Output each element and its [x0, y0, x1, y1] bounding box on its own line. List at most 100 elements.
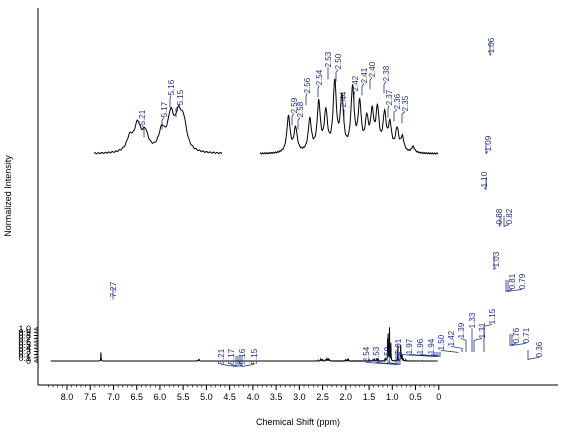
inset-peak-label: 2.41	[360, 67, 369, 83]
inset-peak-label: 5.17	[160, 101, 169, 117]
peak-label-stem	[505, 280, 513, 292]
y-tick-label: 0.6	[18, 337, 31, 347]
peak-label: 1.97	[405, 338, 414, 354]
peak-label: 0.76	[512, 327, 521, 343]
peak-label-stem	[483, 324, 493, 352]
inset-peak-label: 2.35	[401, 95, 410, 111]
x-tick-label: 0.5	[409, 392, 422, 402]
inset-peak-label: 5.21	[138, 109, 147, 125]
inset-label-stem	[353, 91, 356, 104]
peak-label-stem	[503, 216, 510, 227]
peak-label: 1.06	[487, 37, 496, 53]
peak-label-stem	[527, 350, 540, 360]
x-axis-title: Chemical Shift (ppm)	[256, 417, 340, 427]
inset-peak-label: 2.37	[385, 89, 394, 105]
peak-label: 1.42	[447, 330, 456, 346]
peak-label: 1.31	[478, 322, 487, 338]
peak-label: 1.10	[480, 171, 489, 187]
x-tick-label: 3.0	[293, 392, 306, 402]
y-tick-label: 0.9	[18, 327, 31, 337]
x-tick-label: 5.5	[177, 392, 190, 402]
peak-label: 0.36	[535, 341, 544, 357]
x-tick-label: 7.0	[107, 392, 120, 402]
inset-label-stem	[169, 95, 172, 108]
inset-label-stem	[387, 105, 390, 118]
peak-label-stem	[419, 352, 439, 357]
inset-peak-label: 2.38	[382, 65, 391, 81]
peak-label: 1.96	[416, 338, 425, 354]
inset-expansion	[93, 78, 439, 155]
x-tick-label: 4.0	[247, 392, 260, 402]
peak-label-stem	[483, 179, 487, 191]
peak-label: 7.27	[109, 281, 118, 297]
peak-label: 2.50	[383, 346, 392, 362]
peak-label: 1.09	[484, 135, 493, 151]
peak-label-stem	[485, 143, 489, 155]
peak-label: 2.53	[372, 346, 381, 362]
peak-label-stem	[430, 352, 441, 357]
spectrum-line	[50, 327, 438, 363]
peak-label: 1.03	[492, 251, 501, 267]
y-tick-label: 0.8	[18, 330, 31, 340]
peak-label-stem	[386, 352, 401, 365]
peak-label: 5.17	[227, 348, 236, 364]
inset-label-stem	[361, 83, 365, 96]
peak-label-stem	[450, 346, 463, 352]
inset-label-stem	[175, 105, 181, 118]
peak-label-stem	[493, 256, 497, 271]
x-tick-label: 6.5	[130, 392, 143, 402]
y-tick-label: 0.2	[18, 350, 31, 360]
inset-peak-label: 2.42	[351, 75, 360, 91]
x-tick-label: 6.0	[154, 392, 167, 402]
inset-peak-label: 2.58	[296, 101, 305, 117]
x-tick-label: 1.0	[386, 392, 399, 402]
peak-label: 1.15	[488, 308, 497, 324]
peak-label: 1.50	[437, 334, 446, 350]
peak-label: 5.21	[217, 348, 226, 364]
inset-trace-olefinic	[93, 105, 223, 155]
y-tick-label: 0.1	[18, 353, 31, 363]
inset-peak-label: 2.53	[324, 51, 333, 67]
peak-label-stem	[509, 334, 517, 346]
inset-peak-label: 5.16	[167, 79, 176, 95]
x-tick-label: 7.5	[84, 392, 97, 402]
inset-label-stem	[383, 81, 387, 94]
peak-label: 2.54	[362, 346, 371, 362]
inset-label-stem	[393, 109, 398, 122]
peak-label-stem	[239, 356, 243, 368]
peak-label-stem	[460, 338, 467, 352]
inset-peak-label: 2.40	[368, 61, 377, 77]
inset-peak-label: 2.50	[334, 53, 343, 69]
peak-label: 1.94	[427, 338, 436, 354]
inset-peak-label: 2.54	[315, 69, 324, 85]
peak-label: 1.33	[468, 312, 477, 328]
x-tick-label: 8.0	[61, 392, 74, 402]
peak-label-stem	[489, 42, 492, 56]
peak-label: 0.79	[518, 273, 527, 289]
y-axis-title: Normalized Intensity	[3, 155, 13, 237]
peak-label-stem	[241, 356, 255, 367]
inset-label-stem	[335, 69, 339, 82]
peak-label-stem	[440, 350, 459, 353]
x-tick-label: 3.5	[270, 392, 283, 402]
spectrum-trace	[50, 327, 438, 363]
peak-labels: 7.275.21 5.17 5.16 5.15 2.54 2.53 2.502.01 1.97…	[109, 37, 544, 368]
axes: 8.0 7.5 7.0 6.5 6.0 5.5 5.0 4.5 4.0 3.5 3.0 2.5 2.0 1…	[18, 8, 558, 402]
inset-label-stem	[305, 93, 308, 106]
inset-label-stem	[401, 111, 406, 124]
inset-label-stem	[161, 117, 165, 130]
peak-label-stem	[473, 338, 483, 352]
inset-peak-label: 2.59	[290, 97, 299, 113]
peak-label: 0.82	[505, 208, 514, 224]
y-tick-label: 0.4	[18, 343, 31, 353]
inset-label-stem	[317, 85, 320, 98]
peak-label-stem	[230, 356, 239, 367]
peak-label: 5.16	[238, 348, 247, 364]
x-tick-label: 5.0	[200, 392, 213, 402]
peak-label: 0.71	[522, 327, 531, 343]
y-tick-label: 0.5	[18, 340, 31, 350]
peak-label: 0.81	[508, 273, 517, 289]
inset-trace-aliphatic	[259, 78, 439, 155]
inset-peak-label: 2.56	[303, 77, 312, 93]
